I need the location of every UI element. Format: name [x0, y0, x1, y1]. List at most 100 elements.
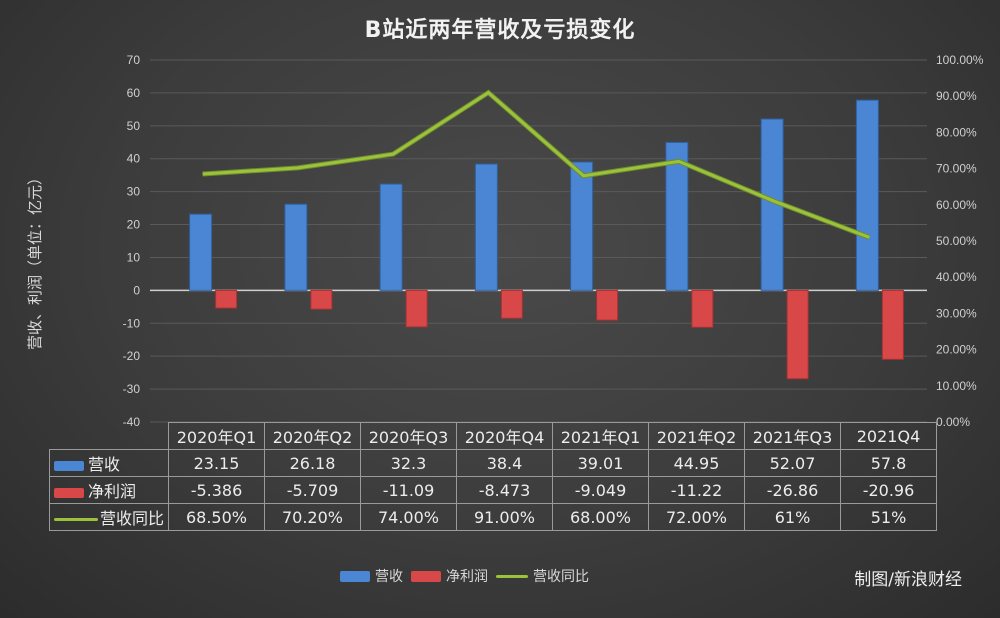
- chart-credit: 制图/新浪财经: [854, 570, 962, 590]
- table-cell: 61%: [744, 503, 841, 531]
- table-row: 净利润 -5.386 -5.709 -11.09 -8.473 -9.049 -11.22-…: [49, 476, 937, 504]
- right-tick-label: 60.00%: [936, 198, 977, 212]
- right-axis-ticks: 100.00% 90.00% 80.00% 70.00% 60.00% 50.00% 40.…: [936, 53, 984, 429]
- right-tick-label: 0.00%: [936, 415, 970, 429]
- column-header: 2020年Q2: [264, 422, 361, 450]
- table-cell: 51%: [840, 503, 937, 531]
- revenue-bar: [379, 183, 403, 291]
- right-tick-label: 40.00%: [936, 270, 977, 284]
- left-tick-label: 70: [127, 53, 141, 67]
- left-tick-label: 40: [127, 152, 141, 166]
- net-profit-bar: [310, 289, 333, 310]
- column-header: 2020年Q1: [168, 422, 265, 450]
- right-tick-label: 70.00%: [936, 162, 977, 176]
- table-cell: 70.20%: [264, 503, 361, 531]
- right-tick-label: 100.00%: [936, 53, 984, 67]
- left-tick-label: -10: [123, 316, 141, 330]
- table-cell: 68.00%: [552, 503, 649, 531]
- table-cell: -5.386: [168, 476, 265, 504]
- left-tick-label: 0: [133, 283, 140, 297]
- left-tick-label: 60: [127, 86, 141, 100]
- left-tick-label: 50: [127, 119, 141, 133]
- data-table: 2020年Q1 2020年Q2 2020年Q3 2020年Q4 2021年Q1 2021年…: [49, 422, 937, 531]
- table-cell: 26.18: [264, 449, 361, 477]
- yoy-line-swatch-icon: [496, 574, 528, 578]
- column-header: 2021年Q3: [744, 422, 841, 450]
- revenue-swatch-icon: [54, 460, 84, 471]
- row-header: 营收: [49, 449, 169, 477]
- revenue-bar: [474, 163, 498, 291]
- table-cell: -8.473: [456, 476, 553, 504]
- table-cell: 38.4: [456, 449, 553, 477]
- table-cell: 74.00%: [360, 503, 457, 531]
- table-row: 营收 23.15 26.18 32.3 38.4 39.01 44.95 52.07 57.8: [49, 449, 937, 477]
- table-cell: -9.049: [552, 476, 649, 504]
- table-corner: [49, 422, 169, 450]
- table-cell: -11.22: [648, 476, 745, 504]
- table-cell: 52.07: [744, 449, 841, 477]
- chart-title: B站近两年营收及亏损变化: [364, 18, 636, 43]
- net-profit-bar: [881, 289, 904, 360]
- net-profit-bar: [691, 289, 714, 328]
- left-tick-label: -20: [123, 349, 141, 363]
- net-profit-bar: [215, 289, 238, 309]
- column-header: 2021年Q2: [648, 422, 745, 450]
- revenue-bar: [665, 141, 689, 291]
- column-header: 2020年Q3: [360, 422, 457, 450]
- row-label: 营收: [88, 455, 121, 474]
- table-cell: 68.50%: [168, 503, 265, 531]
- table-cell: 32.3: [360, 449, 457, 477]
- table-row: 营收同比 68.50% 70.20% 74.00% 91.00% 68.00% 72.00%…: [49, 503, 937, 531]
- right-tick-label: 30.00%: [936, 306, 977, 320]
- left-tick-label: -30: [123, 382, 141, 396]
- table-cell: 72.00%: [648, 503, 745, 531]
- table-cell: 57.8: [840, 449, 937, 477]
- net-profit-swatch-icon: [54, 487, 84, 498]
- row-header: 净利润: [49, 476, 169, 504]
- left-tick-label: 10: [127, 250, 141, 264]
- legend-item-net-profit: 净利润: [411, 566, 488, 586]
- right-tick-label: 10.00%: [936, 379, 977, 393]
- right-tick-label: 20.00%: [936, 343, 977, 357]
- column-header: 2020年Q4: [456, 422, 553, 450]
- table-cell: -26.86: [744, 476, 841, 504]
- yoy-line-swatch-icon: [54, 518, 98, 521]
- chart-legend: 营收 净利润 营收同比: [340, 566, 597, 586]
- table-header-row: 2020年Q1 2020年Q2 2020年Q3 2020年Q4 2021年Q1 2021年…: [49, 422, 937, 450]
- left-tick-label: 20: [127, 218, 141, 232]
- revenue-bar: [189, 213, 213, 291]
- revenue-bar: [284, 203, 308, 291]
- table-cell: 39.01: [552, 449, 649, 477]
- revenue-swatch-icon: [340, 570, 370, 582]
- table-cell: -20.96: [840, 476, 937, 504]
- column-header: 2021Q4: [840, 422, 937, 450]
- legend-item-revenue: 营收: [340, 566, 403, 586]
- net-profit-bar: [405, 289, 428, 328]
- table-cell: 23.15: [168, 449, 265, 477]
- right-tick-label: 80.00%: [936, 125, 977, 139]
- yoy-line: [202, 90, 870, 239]
- net-profit-bar: [786, 289, 809, 380]
- net-profit-swatch-icon: [411, 570, 441, 582]
- bar-series: [189, 99, 904, 380]
- row-label: 营收同比: [100, 509, 165, 528]
- right-tick-label: 50.00%: [936, 234, 977, 248]
- legend-label: 净利润: [446, 569, 488, 585]
- legend-item-yoy: 营收同比: [496, 566, 589, 586]
- gridlines: [150, 59, 927, 423]
- table-cell: -5.709: [264, 476, 361, 504]
- revenue-bar: [570, 161, 594, 291]
- row-header: 营收同比: [49, 503, 169, 531]
- right-tick-label: 90.00%: [936, 89, 977, 103]
- net-profit-bar: [596, 289, 619, 321]
- left-tick-label: 30: [127, 185, 141, 199]
- net-profit-bar: [500, 289, 523, 319]
- table-cell: 91.00%: [456, 503, 553, 531]
- yoy-line-series: [202, 89, 871, 240]
- legend-label: 营收同比: [533, 569, 589, 585]
- revenue-bar: [855, 99, 879, 291]
- column-header: 2021年Q1: [552, 422, 649, 450]
- table-cell: -11.09: [360, 476, 457, 504]
